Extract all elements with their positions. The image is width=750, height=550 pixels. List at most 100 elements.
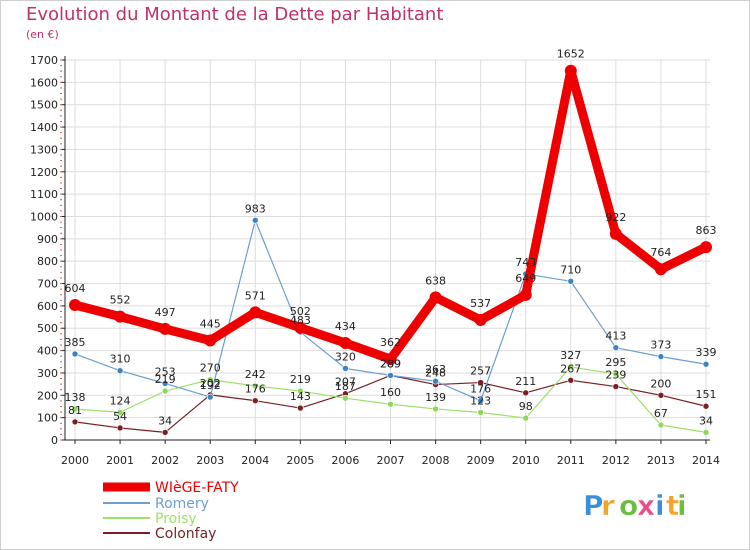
legend-entry: Colonfay: [155, 526, 216, 542]
data-point: [339, 336, 352, 349]
legend-entry: WIèGE-FATY: [155, 480, 239, 496]
data-point: [612, 370, 620, 378]
data-point: [567, 277, 575, 285]
data-point: [251, 216, 259, 224]
x-tick-label: 2009: [467, 454, 495, 467]
data-point: [71, 418, 79, 426]
y-tick-label: 1000: [30, 210, 58, 223]
data-point: [612, 344, 620, 351]
data-point: [474, 313, 487, 326]
data-point: [432, 377, 439, 385]
data-label: 239: [605, 369, 626, 382]
data-point: [567, 363, 575, 371]
x-tick-label: 2014: [692, 454, 720, 467]
data-point: [204, 334, 217, 347]
data-label: 320: [335, 350, 356, 363]
data-point: [702, 402, 710, 410]
data-label: 263: [425, 363, 446, 376]
data-label: 1652: [557, 48, 585, 61]
data-label: 362: [380, 336, 401, 349]
data-point: [116, 367, 124, 375]
y-tick-label: 900: [37, 233, 58, 246]
data-label: 200: [650, 377, 671, 390]
data-point: [522, 414, 530, 422]
data-point: [297, 404, 304, 412]
data-label: 248: [425, 367, 446, 380]
data-point: [657, 421, 665, 429]
data-point: [609, 227, 622, 240]
y-tick-label: 1600: [30, 76, 58, 89]
x-tick-label: 2010: [512, 454, 540, 467]
data-label: 176: [470, 383, 491, 396]
x-tick-label: 2008: [422, 454, 450, 467]
data-point: [432, 405, 439, 413]
y-tick-label: 1700: [30, 54, 58, 67]
data-point: [206, 376, 214, 383]
data-label: 138: [65, 391, 86, 404]
y-tick-label: 100: [37, 412, 58, 425]
data-point: [251, 382, 259, 390]
data-label: 385: [65, 336, 86, 349]
data-label: 571: [245, 289, 266, 302]
data-label: 192: [200, 379, 221, 392]
logo-letter: r: [601, 489, 615, 522]
data-label: 743: [515, 256, 536, 269]
data-label: 139: [425, 391, 446, 404]
data-point: [612, 383, 620, 390]
y-tick-label: 1500: [30, 99, 58, 112]
y-tick-label: 500: [37, 322, 58, 335]
data-point: [71, 405, 79, 413]
data-label: 242: [245, 368, 266, 381]
data-point: [161, 429, 169, 436]
data-point: [69, 298, 81, 311]
y-tick-label: 800: [37, 255, 58, 268]
y-tick-label: 700: [37, 278, 58, 291]
data-label: 270: [200, 362, 221, 375]
y-tick-label: 300: [37, 367, 58, 380]
data-point: [159, 322, 172, 335]
data-point: [564, 64, 577, 77]
logo-letter: o: [619, 489, 638, 522]
data-point: [114, 310, 127, 323]
data-label: 373: [650, 339, 671, 352]
data-label: 267: [560, 362, 581, 375]
data-point: [477, 379, 484, 386]
data-label: 537: [470, 297, 491, 310]
x-tick-label: 2005: [286, 454, 314, 467]
data-label: 327: [560, 349, 581, 362]
data-label: 604: [65, 282, 86, 295]
data-point: [116, 424, 124, 432]
logo-letter: P: [583, 489, 604, 522]
data-point: [657, 353, 665, 360]
data-label: 253: [155, 365, 176, 378]
data-label: 295: [605, 356, 626, 369]
x-tick-label: 2013: [647, 454, 675, 467]
x-tick-label: 2006: [331, 454, 359, 467]
data-label: 289: [380, 357, 401, 370]
data-label: 434: [335, 320, 356, 333]
data-label: 81: [68, 404, 82, 417]
data-point: [702, 429, 710, 436]
x-tick-label: 2004: [241, 454, 269, 467]
data-label: 310: [110, 353, 131, 366]
data-label: 483: [290, 314, 311, 327]
data-point: [567, 377, 575, 384]
x-tick-label: 2012: [602, 454, 630, 467]
data-label: 34: [158, 414, 172, 427]
data-point: [384, 353, 397, 366]
data-label: 160: [380, 386, 401, 399]
data-label: 497: [155, 306, 176, 319]
data-label: 176: [245, 383, 266, 396]
data-point: [429, 291, 442, 304]
data-label: 151: [696, 388, 717, 401]
unit-label: (en €): [26, 28, 59, 41]
data-label: 502: [290, 305, 311, 318]
x-tick-label: 2002: [151, 454, 179, 467]
data-label: 649: [515, 272, 536, 285]
data-point: [294, 321, 307, 334]
data-label: 413: [605, 330, 626, 343]
x-tick-label: 2007: [377, 454, 405, 467]
data-point: [522, 389, 530, 397]
data-point: [161, 387, 169, 395]
data-label: 202: [200, 377, 221, 390]
